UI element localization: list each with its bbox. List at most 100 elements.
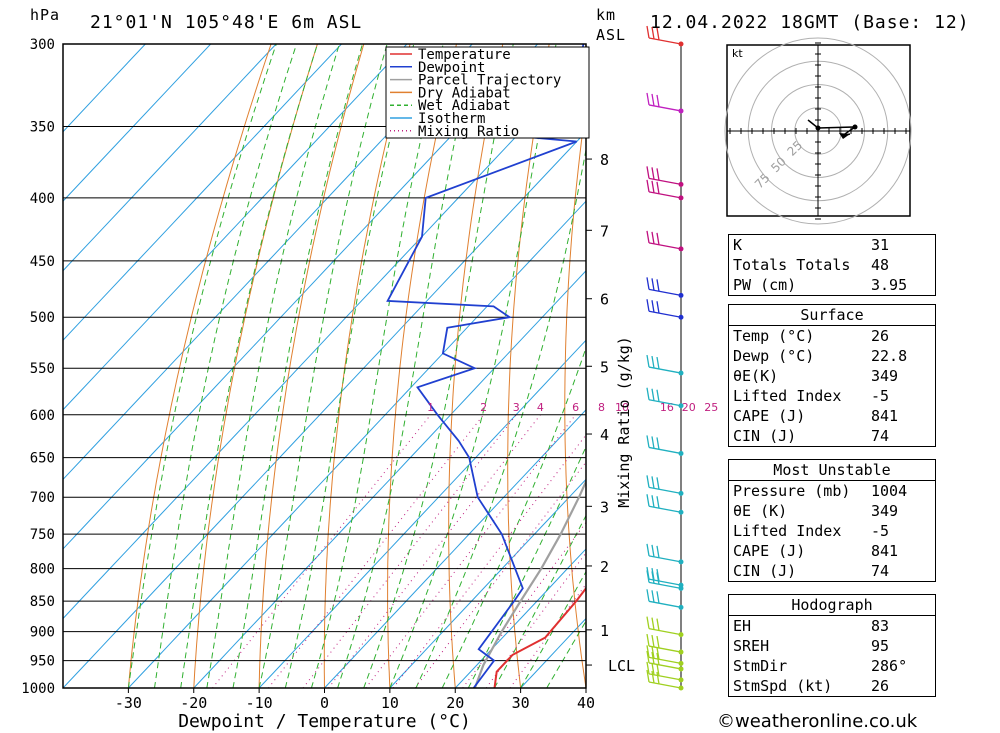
wind-barb-feather — [651, 646, 655, 659]
x-tick-label: 40 — [577, 694, 595, 712]
index-label: Pressure (mb) — [728, 480, 867, 501]
table-row: StmSpd (kt) 26 — [728, 676, 936, 697]
wind-barb-shaft — [648, 446, 682, 455]
wet-adiabat-line — [467, 445, 586, 688]
wind-barb-feather — [646, 589, 650, 602]
index-value: -5 — [867, 521, 936, 541]
wind-barb-shaft — [648, 673, 682, 681]
wind-profile — [646, 25, 684, 691]
wind-barb-feather — [646, 435, 650, 448]
table-row: CIN (J) 74 — [728, 426, 936, 447]
table-row: θE(K) 349 — [728, 366, 936, 386]
index-label: Totals Totals — [728, 255, 867, 275]
index-value: 48 — [867, 255, 936, 275]
wind-barb-feather — [656, 545, 660, 559]
wind-barb-feather — [646, 387, 650, 400]
axes-labels: 1 2 3 4 6 8 10 16 20 2530035040045050055060065070… — [21, 37, 718, 732]
wind-barb-shaft — [648, 581, 682, 589]
wind-barb-feather — [646, 543, 650, 557]
table-row: CAPE (J) 841 — [728, 406, 936, 426]
isobar-lines — [63, 43, 586, 689]
wind-barb-feather — [656, 671, 660, 685]
index-value: 95 — [867, 636, 936, 656]
km-unit: km — [596, 6, 617, 24]
wind-level-dot — [678, 195, 684, 201]
table-row: Lifted Index -5 — [728, 521, 936, 541]
legend-entry: Mixing Ratio — [418, 124, 519, 140]
legend-entry: Dewpoint — [418, 60, 485, 76]
table-row: EH 83 — [728, 615, 936, 636]
wind-barb-feather — [646, 25, 650, 39]
wind-barb-feather — [646, 494, 650, 507]
wind-barb-feather — [646, 650, 650, 664]
indices-table: K 31 Totals Totals 48 PW (cm) 3.95 — [728, 234, 936, 296]
pressure-tick-label: 850 — [30, 594, 55, 610]
mixing-ratio-label: 3 — [513, 401, 520, 414]
wind-barb-feather — [651, 355, 655, 369]
index-label: Dewp (°C) — [728, 346, 867, 366]
pressure-tick-label: 700 — [30, 490, 55, 506]
index-label: K — [728, 234, 867, 255]
index-label: PW (cm) — [728, 275, 867, 296]
wind-level-dot — [678, 181, 684, 187]
index-value: 74 — [867, 426, 936, 447]
wind-barb-shaft — [648, 399, 682, 407]
credit-text: ©weatheronline.co.uk — [717, 711, 918, 732]
wind-barb-feather — [646, 669, 650, 683]
isotherm-line — [389, 478, 586, 688]
isotherm-line — [63, 44, 342, 341]
wind-barb-feather — [656, 437, 660, 450]
wind-barb-feather — [656, 572, 660, 585]
wind-level-dot — [678, 246, 684, 252]
wind-barb-feather — [651, 26, 655, 40]
wind-barb-feather — [651, 388, 655, 401]
dry-adiabat-line — [674, 44, 717, 688]
legend-entry: Parcel Trajectory — [418, 73, 561, 89]
table-row: SREH 95 — [728, 636, 936, 656]
pressure-tick-label: 450 — [30, 254, 55, 270]
table-section-title: Hodograph — [728, 594, 936, 616]
pressure-tick-label: 1000 — [21, 681, 55, 697]
legend-entry: Temperature — [418, 47, 511, 63]
wind-barb-feather — [656, 27, 660, 41]
index-value: 349 — [867, 366, 936, 386]
wind-barb-shaft — [648, 288, 682, 297]
wind-level-dot — [678, 370, 684, 376]
x-tick-label: 0 — [320, 694, 329, 712]
wind-barb-feather — [646, 475, 650, 488]
wind-level-dot — [678, 677, 684, 683]
pressure-tick-label: 900 — [30, 625, 55, 641]
x-tick-label: -10 — [246, 694, 273, 712]
wet-adiabat-line — [258, 44, 388, 688]
wind-barb-shaft — [648, 662, 682, 670]
index-label: θE(K) — [728, 366, 867, 386]
dry-adiabat-line — [448, 44, 504, 688]
isotherm-line — [63, 44, 473, 481]
mixing-ratio-label: 20 — [682, 401, 696, 414]
dry-adiabat-line — [258, 44, 365, 688]
pressure-tick-label: 950 — [30, 654, 55, 670]
wet-adiabat-line — [127, 44, 277, 688]
height-tick-label: 6 — [600, 291, 609, 309]
height-tick-label: 2 — [600, 558, 609, 576]
wind-barb-shaft — [648, 366, 682, 374]
wind-barb-feather — [646, 661, 650, 675]
wind-barb-feather — [651, 571, 655, 584]
pressure-unit: hPa — [30, 6, 61, 24]
wind-level-dot — [678, 108, 684, 114]
location-title: 21°01'N 105°48'E 6m ASL — [90, 12, 363, 33]
wind-barb-feather — [651, 634, 655, 648]
table-row: Dewp (°C) 22.8 — [728, 346, 936, 366]
index-value: 31 — [867, 234, 936, 255]
index-label: StmSpd (kt) — [728, 676, 867, 697]
x-axis-label: Dewpoint / Temperature (°C) — [178, 711, 471, 732]
isotherm-line — [454, 548, 586, 688]
wind-level-dot — [678, 632, 684, 638]
pressure-tick-label: 350 — [30, 119, 55, 135]
mixing-ratio-label: 25 — [704, 401, 718, 414]
index-label: StmDir — [728, 656, 867, 676]
height-tick-label: 5 — [600, 358, 609, 376]
table-row: CAPE (J) 841 — [728, 541, 936, 561]
dry-adiabat-line — [966, 44, 1000, 688]
plot-frame — [62, 43, 587, 689]
